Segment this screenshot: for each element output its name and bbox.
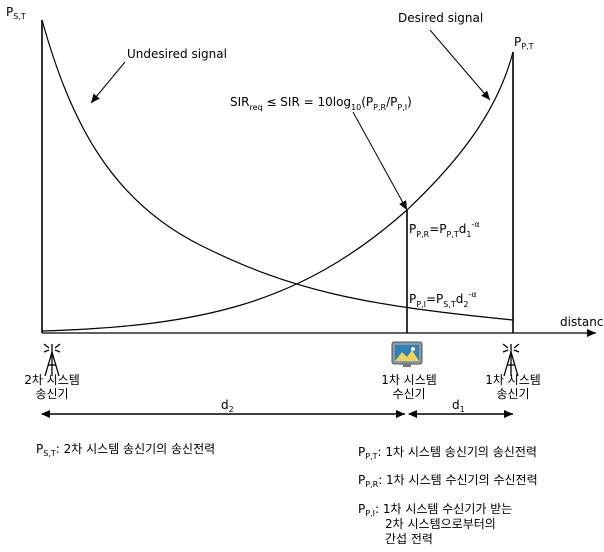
secondary-tx-label-line2: 송신기 [35,387,68,401]
d2-label: d2 [221,398,234,414]
sir-pointer-arrow [352,111,408,211]
primary-tx-label-line1: 1차 시스템 [485,373,541,387]
legend-ppt: PP,T: 1차 시스템 송신기의 송신전력 [358,445,537,461]
undesired-pointer-arrow [90,61,126,104]
distance-label: distance [560,315,604,329]
undesired-signal-curve [41,19,514,321]
secondary-tx-tower-icon [43,343,61,377]
primary-rx-label-line2: 수신기 [392,387,425,401]
received-power-formula: PP,R=PP,Td1-α [409,220,480,239]
legend-pst: PS,T: 2차 시스템 송신기의 송신전력 [36,442,215,458]
primary-tx-label-line2: 송신기 [496,387,529,401]
desired-signal-label: Desired signal [398,11,483,25]
desired-signal-curve [41,51,514,332]
legend-ppi-line3: 간섭 전력 [385,532,433,546]
secondary-tx-label-line1: 2차 시스템 [24,373,80,387]
pst-axis-label: PS,T [6,5,26,21]
legend-ppi: PP,I: 1차 시스템 수신기가 받는 [358,502,512,518]
desired-pointer-arrow [429,29,491,101]
primary-tx-tower-icon [502,343,520,377]
legend-ppi-line2: 2차 시스템으로부터의 [385,517,496,531]
legend-ppr: PP,R: 1차 시스템 수신기의 수신전력 [358,473,538,489]
primary-rx-tv-icon [391,341,423,367]
ppt-axis-label: PP,T [514,35,534,51]
undesired-signal-label: Undesired signal [127,47,227,61]
interference-power-formula: PP,I=PS,Td2-α [409,290,477,309]
primary-rx-label-line1: 1차 시스템 [381,373,437,387]
d1-label: d1 [452,398,465,414]
sir-formula: SIRreq ≤ SIR = 10log10(PP,R/PP,I) [230,95,412,112]
